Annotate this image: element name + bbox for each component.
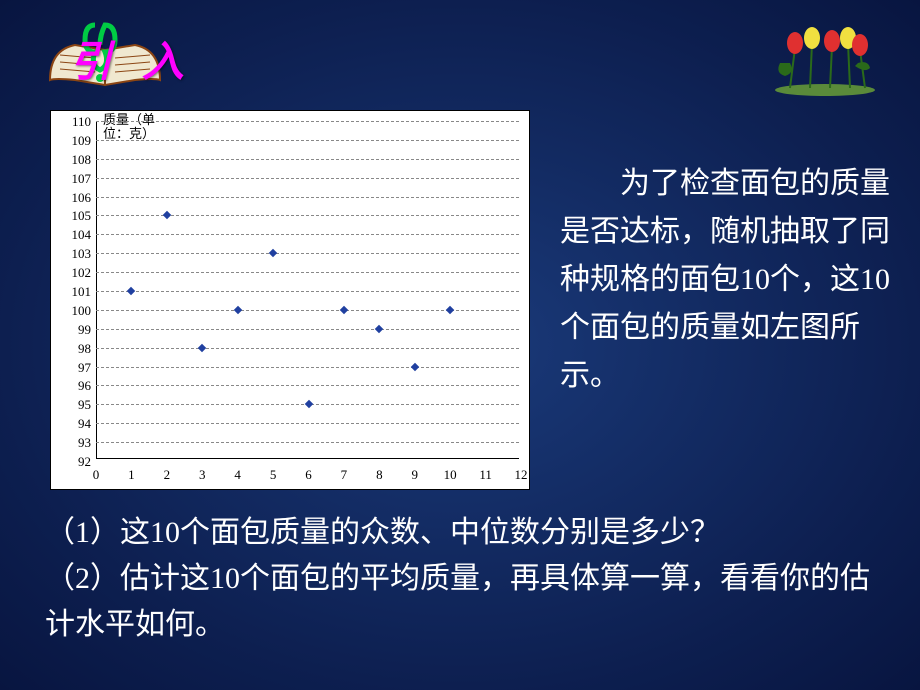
grid-line bbox=[96, 385, 519, 386]
grid-line bbox=[96, 367, 519, 368]
question-2: （2）估计这10个面包的平均质量，再具体算一算，看看你的估计水平如何。 bbox=[45, 556, 890, 648]
grid-line bbox=[96, 159, 519, 160]
x-tick: 7 bbox=[334, 467, 354, 483]
y-tick: 105 bbox=[63, 208, 91, 224]
x-tick: 5 bbox=[263, 467, 283, 483]
y-tick: 99 bbox=[63, 322, 91, 338]
y-tick: 107 bbox=[63, 171, 91, 187]
grid-line bbox=[96, 310, 519, 311]
grid-line bbox=[96, 423, 519, 424]
description-text: 为了检查面包的质量是否达标，随机抽取了同种规格的面包10个，这10个面包的质量如… bbox=[560, 160, 890, 400]
y-tick: 101 bbox=[63, 284, 91, 300]
data-point bbox=[269, 249, 277, 257]
y-tick: 96 bbox=[63, 378, 91, 394]
grid-line bbox=[96, 272, 519, 273]
scatter-chart: 质量（单 位：克） 929394959697989910010110210310… bbox=[50, 110, 530, 490]
grid-line bbox=[96, 197, 519, 198]
y-tick: 93 bbox=[63, 435, 91, 451]
x-tick: 3 bbox=[192, 467, 212, 483]
grid-line bbox=[96, 253, 519, 254]
grid-line bbox=[96, 234, 519, 235]
data-point bbox=[163, 211, 171, 219]
x-tick: 9 bbox=[405, 467, 425, 483]
data-point bbox=[340, 306, 348, 314]
x-axis bbox=[96, 458, 519, 459]
y-tick: 110 bbox=[63, 114, 91, 130]
y-tick: 109 bbox=[63, 133, 91, 149]
question-1: （1）这10个面包质量的众数、中位数分别是多少？ bbox=[45, 510, 890, 556]
data-point bbox=[375, 325, 383, 333]
y-tick: 102 bbox=[63, 265, 91, 281]
data-point bbox=[127, 287, 135, 295]
x-tick: 10 bbox=[440, 467, 460, 483]
x-tick: 11 bbox=[476, 467, 496, 483]
grid-line bbox=[96, 178, 519, 179]
x-tick: 4 bbox=[228, 467, 248, 483]
y-tick: 106 bbox=[63, 190, 91, 206]
data-point bbox=[304, 400, 312, 408]
x-tick: 6 bbox=[299, 467, 319, 483]
grid-line bbox=[96, 215, 519, 216]
questions-block: （1）这10个面包质量的众数、中位数分别是多少？ （2）估计这10个面包的平均质… bbox=[45, 510, 890, 648]
y-axis-label: 质量（单 位：克） bbox=[103, 113, 155, 141]
y-tick: 94 bbox=[63, 416, 91, 432]
grid-line bbox=[96, 121, 519, 122]
data-point bbox=[446, 306, 454, 314]
grid-line bbox=[96, 348, 519, 349]
y-tick: 104 bbox=[63, 227, 91, 243]
data-point bbox=[198, 343, 206, 351]
y-tick: 100 bbox=[63, 303, 91, 319]
y-tick: 98 bbox=[63, 341, 91, 357]
y-tick: 95 bbox=[63, 397, 91, 413]
grid-line bbox=[96, 442, 519, 443]
y-tick: 97 bbox=[63, 360, 91, 376]
data-point bbox=[411, 362, 419, 370]
grid-line bbox=[96, 140, 519, 141]
y-tick: 103 bbox=[63, 246, 91, 262]
page-title: 引入 bbox=[70, 28, 214, 89]
grid-line bbox=[96, 329, 519, 330]
x-tick: 1 bbox=[121, 467, 141, 483]
grid-line bbox=[96, 291, 519, 292]
data-point bbox=[233, 306, 241, 314]
x-tick: 8 bbox=[369, 467, 389, 483]
x-tick: 12 bbox=[511, 467, 531, 483]
flowers-icon bbox=[760, 18, 890, 98]
y-tick: 108 bbox=[63, 152, 91, 168]
x-tick: 0 bbox=[86, 467, 106, 483]
x-tick: 2 bbox=[157, 467, 177, 483]
y-axis bbox=[96, 121, 97, 459]
